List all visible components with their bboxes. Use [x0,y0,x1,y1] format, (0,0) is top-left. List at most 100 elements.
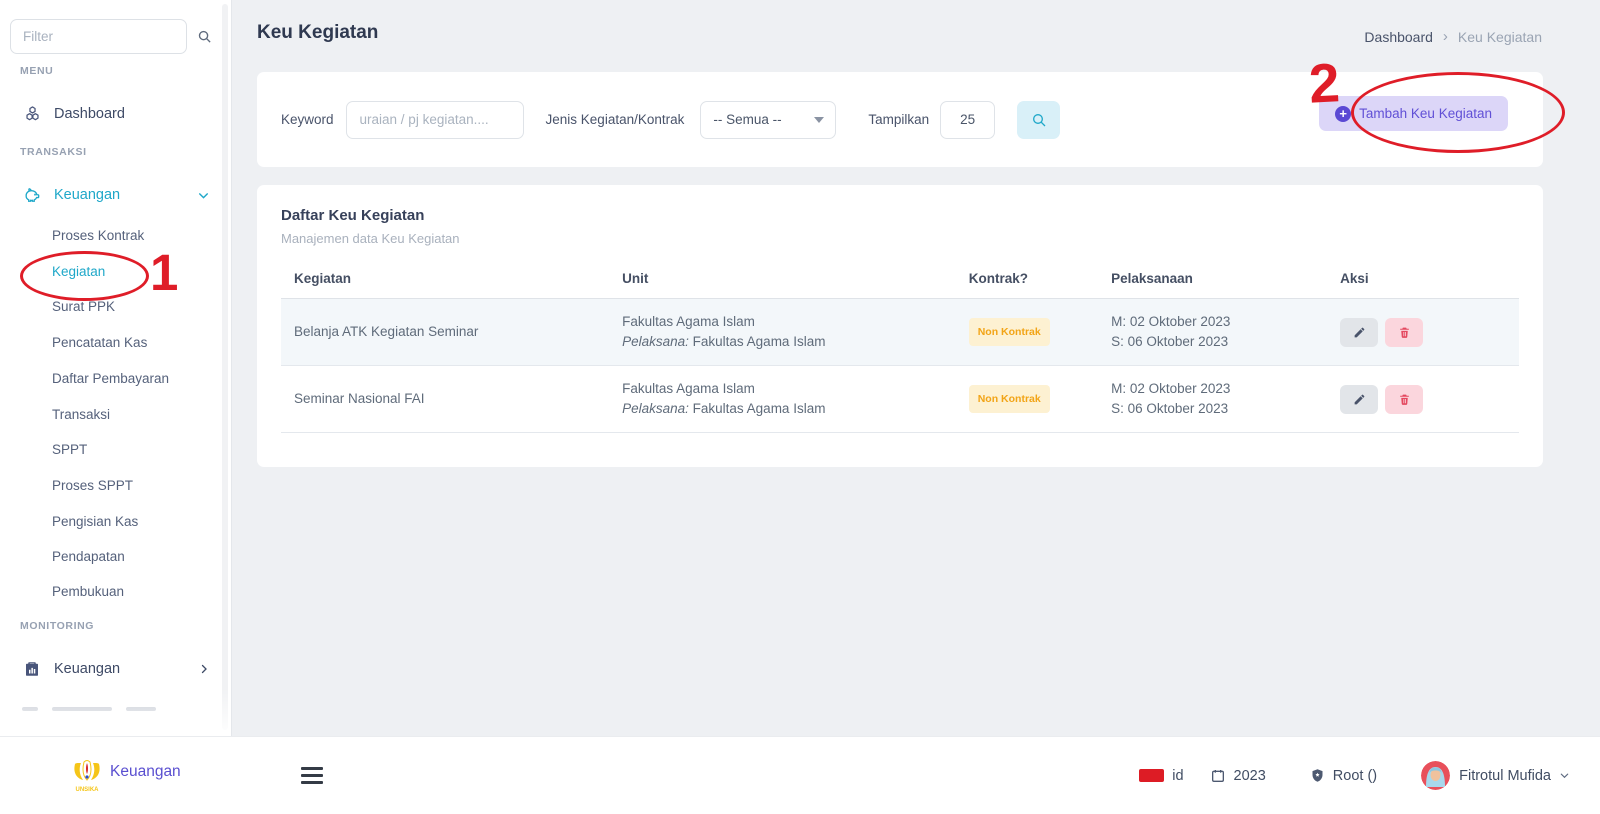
pelaksana-value: Fakultas Agama Islam [692,334,826,349]
language-switcher[interactable]: id [1139,767,1184,784]
col-kontrak: Kontrak? [955,259,1099,299]
trash-icon [1399,327,1409,338]
search-icon[interactable] [197,29,212,44]
sidebar-section-monitoring: MONITORING [20,620,95,632]
piggy-bank-icon [22,185,42,205]
plus-circle-icon: + [1335,105,1352,122]
sidebar-filter-input[interactable] [10,19,187,54]
sidebar-subitem-proses-sppt[interactable]: Proses SPPT [52,477,134,493]
caret-down-icon [814,116,825,123]
sidebar-subitem-daftar-pembayaran[interactable]: Daftar Pembayaran [52,370,170,386]
jenis-label: Jenis Kegiatan/Kontrak [545,112,685,127]
status-badge: Non Kontrak [968,318,1050,346]
edit-button[interactable] [1340,317,1379,347]
tanggal-mulai: M: 02 Oktober 2023 [1111,381,1231,396]
calendar-icon [1210,768,1226,784]
brand-name: Keuangan [110,762,181,780]
pencil-icon [1354,394,1364,404]
filter-card: Keyword Jenis Kegiatan/Kontrak -- Semua … [257,72,1543,167]
list-card: Daftar Keu Kegiatan Manajemen data Keu K… [257,185,1543,467]
search-icon [1032,113,1046,126]
jenis-select[interactable]: -- Semua -- [700,100,837,139]
sidebar-subitem-pendapatan[interactable]: Pendapatan [52,548,125,564]
year-value: 2023 [1233,767,1266,784]
footer-right-group: id 2023 Root () Fitrotul Mufid [1139,761,1570,790]
pelaksana-value: Fakultas Agama Islam [692,401,826,416]
status-badge: Non Kontrak [968,385,1050,413]
user-name: Fitrotul Mufida [1459,767,1551,784]
tampilkan-label: Tampilkan [868,112,930,127]
cell-kontrak: Non Kontrak [955,298,1099,366]
sidebar-subitem-pembukuan[interactable]: Pembukuan [52,583,125,599]
indonesia-flag-icon [1139,769,1165,782]
year-selector[interactable]: 2023 [1210,768,1266,784]
unit-name: Fakultas Agama Islam [622,314,755,329]
sidebar-subitem-surat-ppk[interactable]: Surat PPK [52,298,116,314]
cubes-icon [22,104,42,124]
cell-pelaksanaan: M: 02 Oktober 2023 S: 06 Oktober 2023 [1098,298,1328,366]
delete-button[interactable] [1385,384,1424,414]
table-header-row: Kegiatan Unit Kontrak? Pelaksanaan Aksi [281,259,1519,299]
svg-text:UNSIKA: UNSIKA [75,787,99,793]
breadcrumb: Dashboard › Keu Kegiatan [1364,28,1542,45]
list-subtitle: Manajemen data Keu Kegiatan [281,231,460,246]
bottom-navbar: UNSIKA Keuangan id 2023 Root () [0,736,1600,814]
col-unit: Unit [609,259,956,299]
sidebar-section-menu: MENU [20,65,54,77]
edit-button[interactable] [1340,384,1379,414]
brand-logo[interactable]: UNSIKA Keuangan [71,758,181,794]
sidebar-scrollbar[interactable] [222,4,228,730]
tampilkan-input[interactable] [940,100,996,139]
sidebar-item-monitoring-keuangan[interactable]: Keuangan [0,655,232,683]
cell-unit: Fakultas Agama Islam Pelaksana: Fakultas… [609,365,956,433]
col-aksi: Aksi [1327,259,1519,299]
sidebar-subitem-transaksi[interactable]: Transaksi [52,406,111,422]
col-kegiatan: Kegiatan [281,259,610,299]
hamburger-menu-icon[interactable] [300,767,323,784]
jenis-select-value: -- Semua -- [713,112,782,127]
sidebar-item-dashboard[interactable]: Dashboard [0,100,232,128]
sidebar-subitem-kegiatan[interactable]: Kegiatan [52,263,106,279]
sidebar: MENU Dashboard TRANSAKSI Keuangan Proses… [0,0,232,736]
tanggal-selesai: S: 06 Oktober 2023 [1111,334,1229,349]
user-menu[interactable]: Fitrotul Mufida [1421,761,1570,790]
unsika-logo-icon: UNSIKA [74,759,100,793]
breadcrumb-dashboard[interactable]: Dashboard [1364,28,1433,45]
trash-icon [1399,394,1409,405]
sidebar-item-partial [22,702,202,716]
cell-kegiatan: Seminar Nasional FAI [281,365,610,433]
sidebar-item-label: Dashboard [54,106,125,122]
sidebar-item-keuangan[interactable]: Keuangan [0,181,232,209]
tanggal-mulai: M: 02 Oktober 2023 [1111,314,1231,329]
sidebar-subitem-sppt[interactable]: SPPT [52,441,88,457]
tanggal-selesai: S: 06 Oktober 2023 [1111,401,1229,416]
keyword-input[interactable] [345,100,524,139]
breadcrumb-separator: › [1442,28,1448,45]
col-pelaksanaan: Pelaksanaan [1098,259,1328,299]
table-row: Seminar Nasional FAI Fakultas Agama Isla… [281,365,1519,433]
sidebar-item-label: Keuangan [54,661,121,677]
chevron-right-icon [198,663,210,675]
role-indicator[interactable]: Root () [1310,768,1377,784]
kegiatan-table: Kegiatan Unit Kontrak? Pelaksanaan Aksi … [281,259,1519,433]
add-keu-kegiatan-button[interactable]: + Tambah Keu Kegiatan [1319,96,1508,131]
keyword-label: Keyword [281,112,334,127]
sidebar-subitem-pengisian-kas[interactable]: Pengisian Kas [52,513,139,529]
avatar [1421,761,1451,790]
clipboard-chart-icon [22,659,42,679]
sidebar-subitem-proses-kontrak[interactable]: Proses Kontrak [52,227,145,243]
pelaksana-label: Pelaksana: [622,401,689,416]
sidebar-subitem-pencatatan-kas[interactable]: Pencatatan Kas [52,334,148,350]
breadcrumb-current: Keu Kegiatan [1457,28,1542,45]
cell-aksi [1327,365,1519,433]
cell-pelaksanaan: M: 02 Oktober 2023 S: 06 Oktober 2023 [1098,365,1328,433]
table-row: Belanja ATK Kegiatan Seminar Fakultas Ag… [281,298,1519,366]
delete-button[interactable] [1385,317,1424,347]
cell-kegiatan: Belanja ATK Kegiatan Seminar [281,298,610,366]
language-code: id [1172,767,1184,784]
role-label: Root () [1332,767,1378,784]
search-button[interactable] [1017,100,1061,139]
pelaksana-label: Pelaksana: [622,334,689,349]
chevron-down-icon [197,189,210,202]
sidebar-item-label: Keuangan [54,187,121,203]
